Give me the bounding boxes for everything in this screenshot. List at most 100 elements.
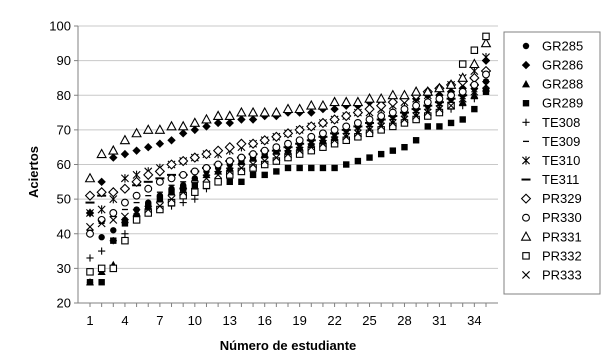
data-point <box>352 107 364 118</box>
data-point <box>109 153 118 162</box>
data-point <box>86 279 94 286</box>
legend-marker <box>522 156 530 165</box>
data-point <box>273 168 280 175</box>
data-point <box>317 99 329 110</box>
data-point <box>248 115 258 124</box>
data-points <box>84 32 492 286</box>
data-point <box>249 160 258 169</box>
data-point <box>343 161 350 168</box>
data-point <box>249 150 258 159</box>
y-tick-label: 80 <box>57 88 71 103</box>
data-point <box>295 136 304 145</box>
data-point <box>482 32 490 41</box>
data-point <box>260 157 269 166</box>
data-point <box>458 97 467 106</box>
data-point <box>435 94 444 103</box>
data-point <box>366 154 373 161</box>
data-point <box>296 164 303 172</box>
data-point <box>201 148 212 160</box>
data-point <box>249 171 257 179</box>
data-point <box>400 115 409 124</box>
legend-marker <box>520 193 532 204</box>
legend-item: TE310 <box>522 153 580 168</box>
data-point <box>459 102 467 110</box>
data-point <box>225 118 234 128</box>
x-tick-label: 31 <box>432 313 446 328</box>
data-point <box>342 132 351 141</box>
data-point <box>470 80 479 89</box>
data-point <box>86 222 94 231</box>
data-point <box>260 146 269 155</box>
legend-marker <box>522 79 530 88</box>
data-point <box>353 118 362 127</box>
data-point <box>155 139 165 148</box>
data-point <box>120 174 129 183</box>
data-point <box>305 99 317 110</box>
legend-marker <box>522 213 530 222</box>
legend-label: GR288 <box>542 77 583 92</box>
data-point <box>120 149 130 159</box>
data-point <box>377 150 385 158</box>
data-point <box>284 150 292 159</box>
data-point <box>154 124 166 134</box>
x-tick-label: 28 <box>397 313 411 328</box>
legend-marker <box>522 42 530 50</box>
data-point <box>364 103 375 115</box>
x-axis-title: Número de estudiante <box>220 338 357 353</box>
data-point <box>109 215 118 224</box>
data-point <box>458 60 467 68</box>
series-pr331 <box>84 37 492 183</box>
y-tick-label: 70 <box>57 122 71 137</box>
data-point <box>168 189 175 196</box>
data-point <box>294 103 305 114</box>
data-point <box>306 121 317 132</box>
data-point <box>237 167 246 176</box>
data-point <box>167 136 176 145</box>
data-point <box>108 187 119 198</box>
legend-marker <box>520 231 532 241</box>
data-point <box>435 105 444 114</box>
data-point <box>447 119 455 127</box>
data-point <box>284 164 292 172</box>
x-tick-label: 10 <box>188 313 202 328</box>
data-point <box>271 106 282 117</box>
data-point <box>436 123 443 130</box>
data-point <box>482 52 490 62</box>
data-point <box>98 247 106 255</box>
data-point <box>155 202 164 211</box>
legend-label: PR333 <box>542 267 582 282</box>
data-point <box>399 89 410 100</box>
data-point <box>331 164 338 172</box>
data-point <box>120 198 129 207</box>
data-point <box>236 106 247 117</box>
data-point <box>284 139 292 148</box>
data-point <box>389 147 397 154</box>
data-point <box>447 101 456 110</box>
data-point <box>259 135 270 146</box>
data-point <box>190 125 200 135</box>
legend-item: PR331 <box>520 229 582 244</box>
data-point <box>212 145 224 156</box>
data-point <box>213 118 223 128</box>
data-point <box>97 264 106 273</box>
data-point <box>225 157 234 165</box>
data-point <box>189 117 201 127</box>
legend-item: GR285 <box>522 39 583 54</box>
legend-item: GR286 <box>521 58 583 73</box>
data-point <box>156 195 164 203</box>
series-te309 <box>87 80 489 231</box>
data-point <box>260 160 269 169</box>
data-point <box>131 127 142 138</box>
data-point <box>480 37 492 48</box>
legend-label: GR285 <box>542 39 583 54</box>
data-point <box>156 205 164 214</box>
legend-item: PR330 <box>522 210 582 225</box>
data-point <box>259 106 271 117</box>
x-tick-label: 34 <box>467 313 481 328</box>
legend-marker <box>522 270 530 279</box>
legend-item: PR329 <box>520 191 582 206</box>
data-point <box>191 195 199 203</box>
data-point <box>271 131 282 142</box>
data-point <box>388 118 397 127</box>
data-point <box>84 190 96 201</box>
